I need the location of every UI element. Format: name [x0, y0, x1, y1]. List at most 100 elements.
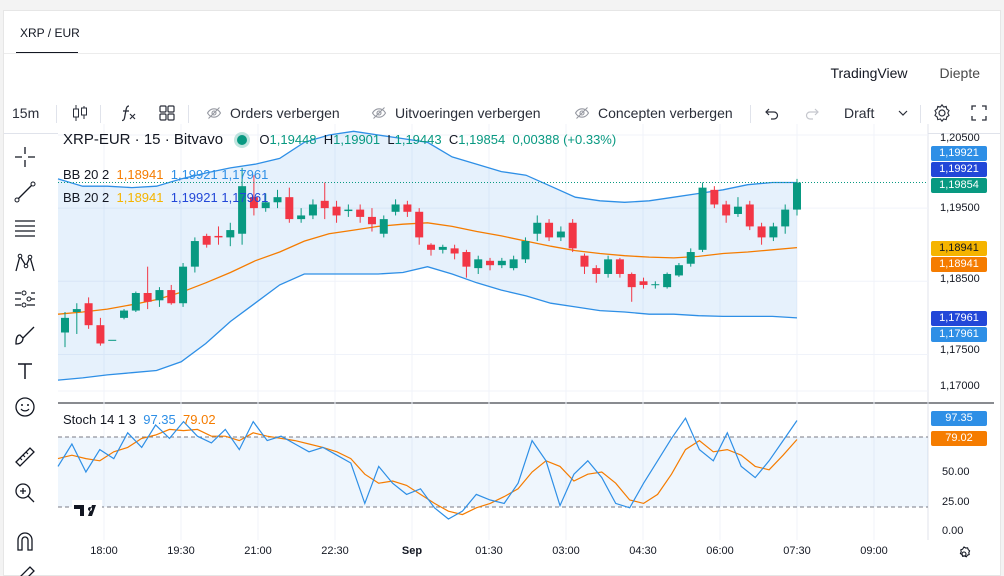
candle-body: [686, 252, 695, 264]
chevron-down-icon: [898, 110, 908, 116]
lock-drawings-tool[interactable]: [12, 564, 38, 576]
candle-body: [84, 303, 93, 326]
brush-tool[interactable]: [12, 322, 38, 348]
candle-body: [96, 325, 105, 344]
price-tag-bb-basis: 1,18941: [931, 257, 987, 272]
candle-body: [604, 259, 613, 274]
interval-button[interactable]: 15m: [12, 97, 39, 129]
tab-tradingview[interactable]: TradingView: [830, 65, 908, 81]
candles-icon: [73, 105, 87, 121]
bb-name: BB 20 2: [63, 190, 110, 205]
magnet-tool[interactable]: [12, 529, 38, 555]
bb-lower-value: 1,17961: [221, 190, 269, 205]
time-tick: 18:00: [90, 545, 118, 557]
candle-body: [427, 244, 435, 250]
crosshair-tool[interactable]: [12, 144, 38, 170]
layouts-button[interactable]: [158, 97, 176, 129]
pattern-icon: [15, 253, 35, 272]
time-tick: 09:00: [860, 545, 888, 557]
candle-body: [568, 222, 577, 249]
candle-body: [592, 268, 601, 274]
time-tick: 21:00: [244, 545, 272, 557]
emoji-tool[interactable]: [12, 394, 38, 420]
candle-body: [285, 197, 294, 220]
time-tick: 01:30: [475, 545, 503, 557]
stoch-tick: 25.00: [942, 496, 970, 508]
stoch-tick: 50.00: [942, 466, 970, 478]
candle-body: [214, 235, 223, 238]
candle-type-button[interactable]: [72, 97, 88, 129]
redo-button[interactable]: [804, 97, 820, 129]
price-tag-bb-upper: 1,19921: [931, 146, 987, 161]
indicators-button[interactable]: [120, 97, 138, 129]
candle-body: [179, 266, 188, 304]
toolbar-separator: [920, 105, 921, 123]
time-tick-date: Sep: [401, 545, 423, 557]
hide-orders-label: Orders verbergen: [230, 105, 340, 121]
text-icon: [18, 363, 32, 379]
forecast-tool[interactable]: [12, 286, 38, 312]
toolbar-separator: [750, 105, 751, 123]
stoch-legend[interactable]: Stoch 14 1 3 97.35 79.02: [63, 412, 216, 427]
candle-body: [167, 290, 176, 304]
horizontal-lines-icon: [15, 220, 35, 237]
pencil-icon: [20, 566, 35, 576]
stoch-tag-d: 79.02: [931, 431, 987, 446]
eye-off-icon: [371, 107, 387, 119]
draft-dropdown[interactable]: Draft: [844, 97, 908, 129]
settings-button[interactable]: [932, 97, 952, 129]
bb-legend-1[interactable]: BB 20 2 1,18941 1,19921 1,17961: [63, 167, 268, 182]
zoom-tool[interactable]: [12, 480, 38, 506]
hide-executions-button[interactable]: Uitvoeringen verbergen: [371, 97, 541, 129]
symbol-title[interactable]: XRP-EUR · 15 · Bitvavo: [63, 131, 224, 148]
crosshair-icon: [15, 147, 35, 167]
price-legend: XRP-EUR · 15 · Bitvavo O1,19448 H1,19901…: [63, 131, 616, 148]
time-tick: 19:30: [167, 545, 195, 557]
price-tick: 1,19500: [940, 202, 980, 214]
hide-drafts-button[interactable]: Concepten verbergen: [574, 97, 733, 129]
candle-body: [698, 187, 707, 250]
trend-line-tool[interactable]: [12, 179, 38, 205]
tab-depth[interactable]: Diepte: [939, 65, 980, 81]
toolbar-separator: [56, 105, 57, 123]
ruler-tool[interactable]: [12, 444, 38, 470]
fullscreen-icon: [971, 105, 987, 121]
stoch-k-value: 97.35: [143, 412, 176, 427]
bb-legend-2[interactable]: BB 20 2 1,18941 1,19921 1,17961: [63, 190, 268, 205]
fullscreen-button[interactable]: [970, 97, 988, 129]
gear-icon: [934, 103, 950, 123]
bb-name: BB 20 2: [63, 167, 110, 182]
low-label: L: [387, 132, 395, 147]
candle-body: [308, 204, 317, 216]
tab-xrp-eur[interactable]: XRP / EUR: [20, 25, 80, 63]
undo-button[interactable]: [764, 97, 780, 129]
fib-retracement-tool[interactable]: [12, 215, 38, 241]
bb-basis-value: 1,18941: [116, 167, 164, 182]
undo-icon: [765, 108, 779, 120]
price-tick: 1,20500: [940, 132, 980, 144]
candle-body: [462, 252, 471, 267]
text-tool[interactable]: [12, 358, 38, 384]
brush-icon: [15, 326, 35, 345]
candle-body: [710, 189, 719, 205]
grid-layout-icon: [159, 105, 175, 121]
candle-body: [438, 246, 447, 250]
toolbar-separator: [100, 105, 101, 123]
candle-body: [131, 292, 140, 311]
pattern-tool[interactable]: [12, 250, 38, 276]
hide-orders-button[interactable]: Orders verbergen: [206, 97, 340, 129]
candle-body: [155, 290, 164, 301]
time-axis-settings-icon[interactable]: [959, 546, 971, 558]
candle-body: [533, 222, 542, 234]
stoch-d-value: 79.02: [183, 412, 216, 427]
candle-body: [202, 235, 211, 245]
forecast-icon: [15, 290, 35, 308]
close-value: 1,19854: [458, 132, 506, 147]
candle-body: [793, 182, 801, 210]
bollinger-upper-line: [57, 130, 797, 203]
candle-body: [143, 292, 152, 302]
price-tag-last-price: 1,19854: [931, 178, 987, 193]
stoch-tag-k: 97.35: [931, 411, 987, 426]
draft-label: Draft: [844, 105, 875, 121]
